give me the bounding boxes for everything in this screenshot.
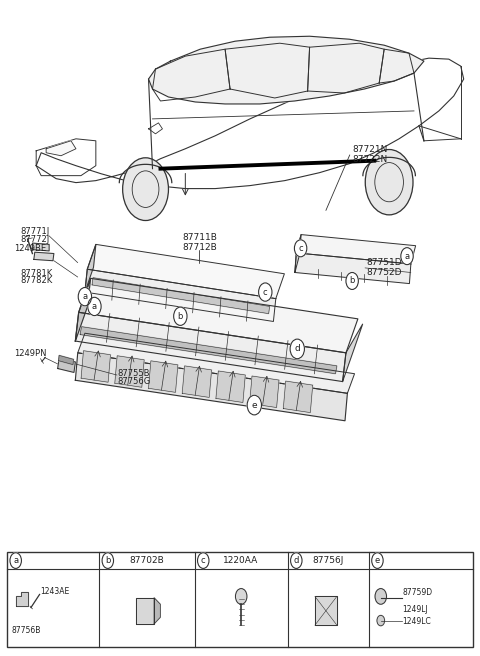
Bar (7, 552, 473, 647)
Polygon shape (92, 277, 270, 314)
Text: 87712B: 87712B (182, 243, 217, 252)
Text: b: b (349, 276, 355, 285)
Circle shape (102, 553, 114, 568)
Text: 1249PN: 1249PN (14, 349, 46, 358)
Polygon shape (79, 278, 358, 353)
Polygon shape (16, 592, 28, 605)
Circle shape (259, 283, 272, 301)
Circle shape (294, 240, 307, 256)
Text: 1249LC: 1249LC (402, 617, 431, 626)
Circle shape (290, 553, 302, 568)
Text: e: e (252, 401, 257, 409)
Polygon shape (148, 36, 424, 104)
Circle shape (198, 553, 209, 568)
Text: 1220AA: 1220AA (223, 556, 259, 565)
Text: 87722N: 87722N (352, 155, 387, 164)
Polygon shape (34, 252, 54, 260)
Polygon shape (343, 324, 363, 382)
Text: 1249LJ: 1249LJ (402, 605, 428, 614)
Polygon shape (296, 235, 416, 264)
Polygon shape (33, 243, 49, 251)
Text: 87782K: 87782K (21, 276, 53, 285)
Circle shape (236, 588, 247, 604)
Text: a: a (92, 302, 97, 311)
Circle shape (123, 158, 168, 220)
Polygon shape (182, 366, 212, 398)
Text: 87711B: 87711B (182, 234, 217, 242)
Polygon shape (283, 381, 312, 413)
Text: a: a (83, 292, 87, 301)
Circle shape (10, 553, 22, 568)
Polygon shape (136, 598, 154, 624)
Polygon shape (36, 58, 464, 188)
Circle shape (401, 248, 413, 264)
Text: 87756J: 87756J (312, 556, 344, 565)
Circle shape (78, 287, 92, 306)
Polygon shape (80, 327, 337, 374)
Text: 87759D: 87759D (402, 588, 432, 597)
Circle shape (377, 615, 384, 626)
Circle shape (365, 150, 413, 215)
Polygon shape (115, 356, 144, 387)
Polygon shape (46, 141, 76, 155)
Polygon shape (295, 235, 301, 272)
Text: 87721N: 87721N (352, 145, 387, 154)
Text: b: b (178, 312, 183, 321)
Polygon shape (75, 278, 91, 341)
Polygon shape (81, 351, 110, 382)
Polygon shape (78, 333, 355, 394)
Polygon shape (216, 371, 245, 402)
Circle shape (346, 272, 359, 289)
Polygon shape (87, 245, 284, 298)
Polygon shape (250, 376, 279, 407)
Circle shape (375, 588, 386, 604)
Polygon shape (85, 245, 96, 292)
Text: 1249BE: 1249BE (14, 244, 46, 253)
Circle shape (372, 553, 383, 568)
Circle shape (88, 297, 101, 316)
Polygon shape (75, 312, 346, 382)
Polygon shape (295, 253, 411, 283)
Text: c: c (201, 556, 205, 565)
Polygon shape (85, 269, 276, 321)
Text: c: c (263, 287, 268, 297)
Polygon shape (315, 596, 337, 625)
Text: 87751D: 87751D (366, 258, 402, 267)
Text: 87752D: 87752D (366, 268, 402, 277)
Polygon shape (59, 356, 73, 365)
Circle shape (290, 339, 304, 359)
Text: 87755B: 87755B (117, 369, 149, 379)
Circle shape (174, 307, 187, 325)
Text: 1243AE: 1243AE (40, 586, 70, 596)
Text: 87781K: 87781K (21, 268, 53, 277)
Text: a: a (405, 252, 409, 260)
Text: b: b (105, 556, 110, 565)
Text: 87756B: 87756B (12, 626, 41, 635)
Text: e: e (375, 556, 380, 565)
Text: 87771J: 87771J (21, 227, 50, 236)
Text: d: d (294, 556, 299, 565)
Polygon shape (148, 361, 178, 392)
Text: a: a (13, 556, 18, 565)
Text: 87756G: 87756G (117, 377, 150, 386)
Text: 87772J: 87772J (21, 235, 50, 243)
Text: 87702B: 87702B (130, 556, 164, 565)
Text: d: d (294, 344, 300, 354)
Polygon shape (75, 353, 348, 420)
Text: c: c (298, 244, 303, 253)
Polygon shape (154, 598, 160, 624)
Circle shape (247, 396, 262, 415)
Polygon shape (58, 358, 75, 373)
